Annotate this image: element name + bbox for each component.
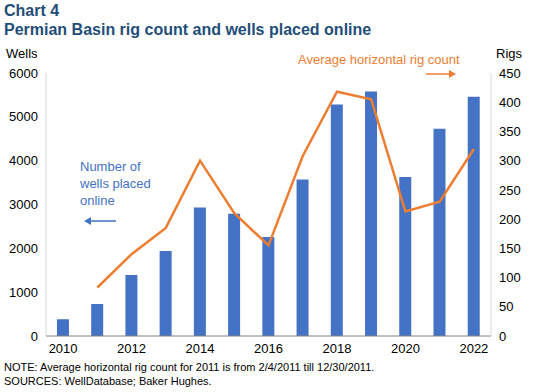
svg-text:0: 0 — [31, 329, 38, 344]
html-text:Wells: Wells — [6, 46, 38, 61]
svg-text:200: 200 — [499, 212, 521, 227]
svg-text:400: 400 — [499, 95, 521, 110]
svg-text:1000: 1000 — [9, 285, 38, 300]
svg-text:2020: 2020 — [391, 341, 420, 356]
svg-text:150: 150 — [499, 241, 521, 256]
svg-text:0: 0 — [499, 329, 506, 344]
svg-text:450: 450 — [499, 66, 521, 81]
svg-text:2022: 2022 — [459, 341, 488, 356]
svg-text:4000: 4000 — [9, 153, 38, 168]
svg-text:50: 50 — [499, 299, 513, 314]
svg-text:100: 100 — [499, 270, 521, 285]
svg-text:2012: 2012 — [117, 341, 146, 356]
svg-text:350: 350 — [499, 124, 521, 139]
svg-text:2016: 2016 — [254, 341, 283, 356]
svg-text:300: 300 — [499, 153, 521, 168]
svg-text:5000: 5000 — [9, 109, 38, 124]
html-text:Permian Basin rig count and we: Permian Basin rig count and wells placed… — [4, 21, 372, 38]
html-text:NOTE: Average horizontal rig c: NOTE: Average horizontal rig count for 2… — [4, 361, 375, 373]
html-text:Rigs: Rigs — [496, 46, 522, 61]
svg-text:6000: 6000 — [9, 66, 38, 81]
html-text:SOURCES: WellDatabase; Baker H: SOURCES: WellDatabase; Baker Hughes. — [4, 375, 212, 387]
svg-text:250: 250 — [499, 183, 521, 198]
svg-text:2010: 2010 — [49, 341, 78, 356]
html-text:Number of wells placed online: Number of wells placed online — [80, 159, 151, 208]
svg-text:2014: 2014 — [186, 341, 215, 356]
html-text:Chart 4: Chart 4 — [4, 2, 60, 19]
svg-text:3000: 3000 — [9, 197, 38, 212]
svg-text:2000: 2000 — [9, 241, 38, 256]
svg-text:2018: 2018 — [323, 341, 352, 356]
html-text:Average horizontal rig count: Average horizontal rig count — [298, 52, 460, 67]
